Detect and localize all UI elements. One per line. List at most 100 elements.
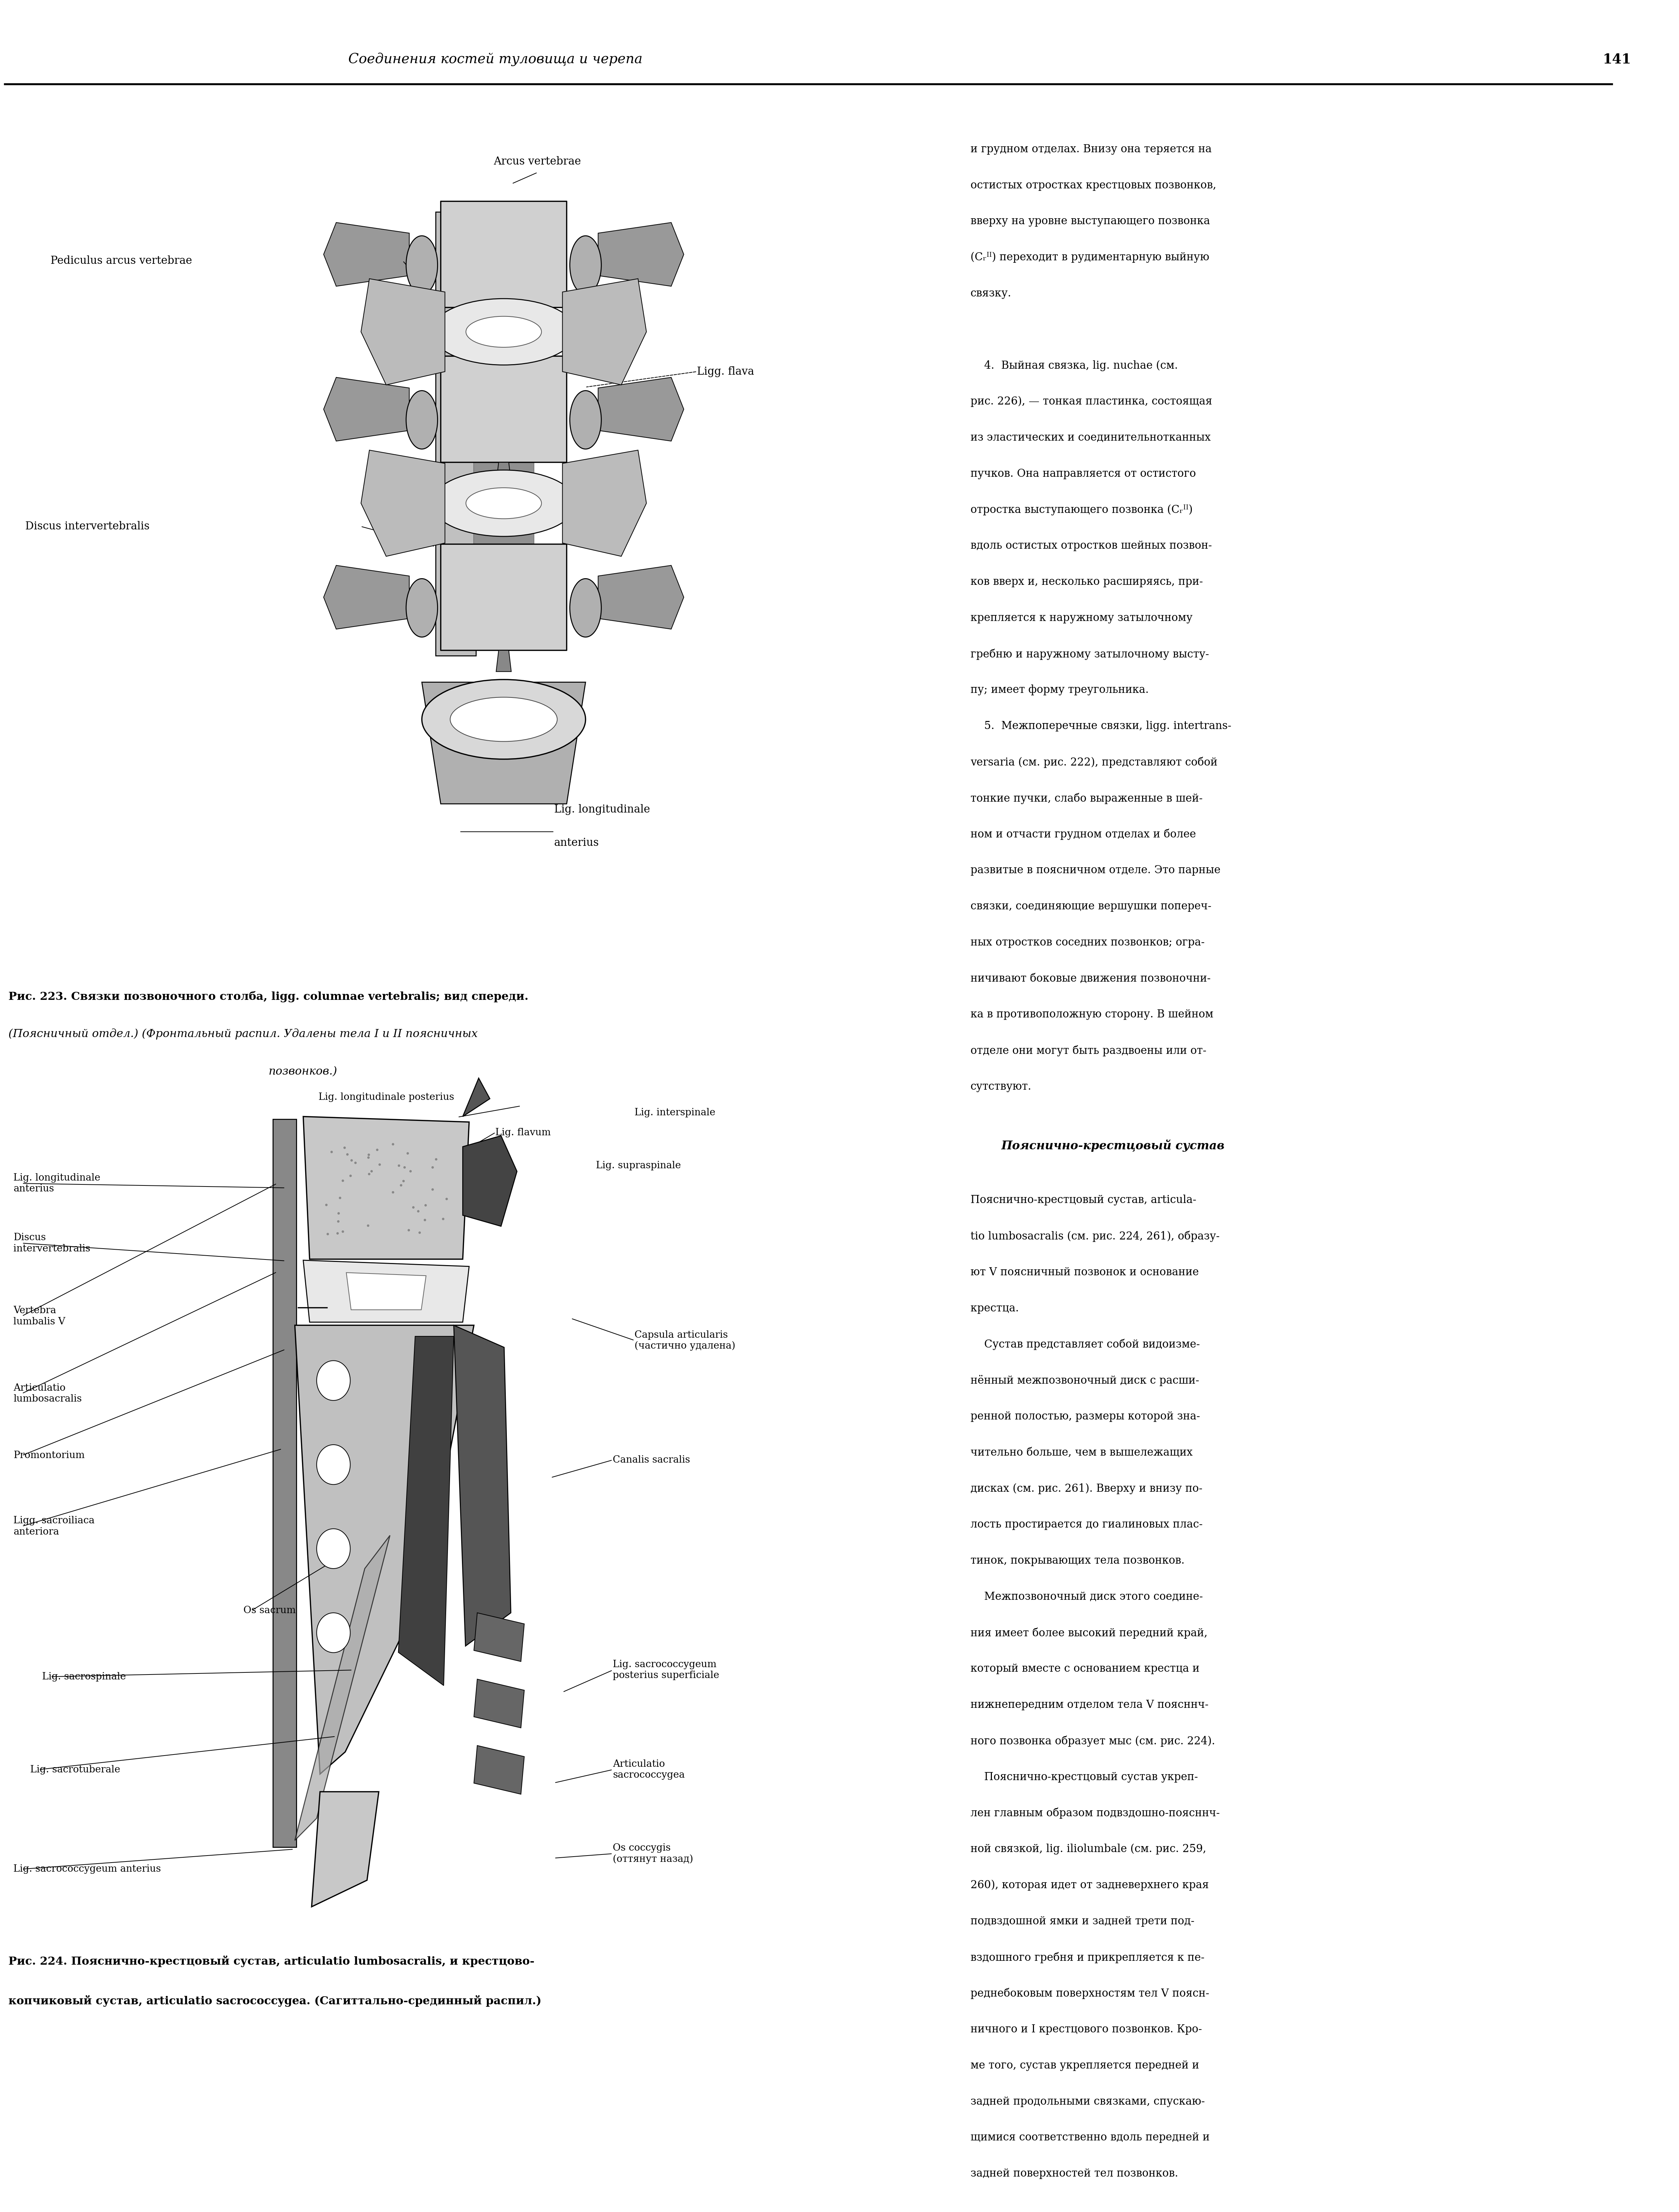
Text: связку.: связку. [970, 288, 1011, 299]
Polygon shape [562, 451, 646, 557]
Text: реднебоковым поверхностям тел V поясн-: реднебоковым поверхностям тел V поясн- [970, 1989, 1209, 2000]
Text: 141: 141 [1603, 53, 1630, 66]
Text: Articulatio
lumbosacralis: Articulatio lumbosacralis [13, 1382, 82, 1405]
Polygon shape [324, 223, 410, 285]
Text: Межпозвоночный диск этого соедине-: Межпозвоночный диск этого соедине- [970, 1590, 1202, 1601]
Text: ка в противоположную сторону. В шейном: ка в противоположную сторону. В шейном [970, 1009, 1214, 1020]
Ellipse shape [317, 1613, 351, 1652]
FancyBboxPatch shape [440, 356, 568, 462]
Polygon shape [453, 1325, 510, 1646]
Text: связки, соединяющие вершушки попереч-: связки, соединяющие вершушки попереч- [970, 900, 1211, 911]
Text: гребню и наружному затылочному высту-: гребню и наружному затылочному высту- [970, 648, 1209, 659]
Text: отростка выступающего позвонка (Сᵣᴵᴵ): отростка выступающего позвонка (Сᵣᴵᴵ) [970, 504, 1192, 515]
Ellipse shape [465, 489, 541, 520]
Text: ничивают боковые движения позвоночни-: ничивают боковые движения позвоночни- [970, 973, 1211, 984]
Text: из эластических и соединительнотканных: из эластических и соединительнотканных [970, 431, 1211, 442]
Ellipse shape [317, 1360, 351, 1400]
Ellipse shape [432, 471, 576, 538]
Text: и грудном отделах. Внизу она теряется на: и грудном отделах. Внизу она теряется на [970, 144, 1212, 155]
Text: Pediculus arcus vertebrae: Pediculus arcus vertebrae [50, 257, 191, 265]
Text: Соединения костей туловища и черепа: Соединения костей туловища и черепа [348, 53, 643, 66]
Polygon shape [361, 279, 445, 385]
Text: развитые в поясничном отделе. Это парные: развитые в поясничном отделе. Это парные [970, 865, 1221, 876]
Text: Lig. supraspinale: Lig. supraspinale [596, 1161, 682, 1170]
Ellipse shape [406, 237, 438, 294]
Polygon shape [463, 1135, 517, 1225]
Polygon shape [398, 1336, 453, 1686]
Text: Рис. 224. Пояснично-крестцовый сустав, articulatio lumbosacralis, и крестцово-: Рис. 224. Пояснично-крестцовый сустав, a… [8, 1955, 534, 1966]
Polygon shape [497, 650, 510, 672]
Text: дисках (см. рис. 261). Вверху и внизу по-: дисках (см. рис. 261). Вверху и внизу по… [970, 1482, 1202, 1493]
Text: Lig. sacrotuberale: Lig. sacrotuberale [30, 1765, 121, 1774]
Text: крепляется к наружному затылочному: крепляется к наружному затылочному [970, 613, 1192, 624]
Polygon shape [473, 1613, 524, 1661]
Text: ния имеет более высокий передний край,: ния имеет более высокий передний край, [970, 1628, 1207, 1639]
Ellipse shape [465, 316, 541, 347]
Text: Os coccygis
(оттянут назад): Os coccygis (оттянут назад) [613, 1843, 693, 1865]
Polygon shape [562, 279, 646, 385]
Ellipse shape [406, 392, 438, 449]
Text: anterius: anterius [554, 838, 599, 847]
Text: Vertebra
lumbalis V: Vertebra lumbalis V [13, 1305, 65, 1327]
Text: Ligg. flava: Ligg. flava [697, 367, 754, 376]
Polygon shape [497, 462, 510, 484]
Text: задней поверхностей тел позвонков.: задней поверхностей тел позвонков. [970, 2168, 1179, 2179]
Text: вверху на уровне выступающего позвонка: вверху на уровне выступающего позвонка [970, 217, 1211, 228]
Polygon shape [296, 1535, 390, 1840]
Polygon shape [598, 223, 683, 285]
Polygon shape [274, 1119, 297, 1847]
Text: пучков. Она направляется от остистого: пучков. Она направляется от остистого [970, 469, 1195, 480]
Text: Discus
intervertebralis: Discus intervertebralis [13, 1232, 91, 1254]
Text: Пояснично-крестцовый сустав, articula-: Пояснично-крестцовый сустав, articula- [970, 1194, 1197, 1206]
Text: Articulatio
sacrococcygea: Articulatio sacrococcygea [613, 1759, 685, 1781]
Text: 4.  Выйная связка, lig. nuchae (см.: 4. Выйная связка, lig. nuchae (см. [970, 361, 1179, 372]
Ellipse shape [569, 237, 601, 294]
Text: Пояснично-крестцовый сустав: Пояснично-крестцовый сустав [1001, 1139, 1226, 1152]
Polygon shape [361, 451, 445, 557]
Text: крестца.: крестца. [970, 1303, 1019, 1314]
Text: Сустав представляет собой видоизме-: Сустав представляет собой видоизме- [970, 1338, 1200, 1349]
Text: ничного и I крестцового позвонков. Кро-: ничного и I крестцового позвонков. Кро- [970, 2024, 1202, 2035]
Polygon shape [437, 212, 477, 655]
Text: вздошного гребня и прикрепляется к пе-: вздошного гребня и прикрепляется к пе- [970, 1951, 1204, 1962]
Text: задней продольными связками, спускаю-: задней продольными связками, спускаю- [970, 2097, 1206, 2108]
Text: копчиковый сустав, articulatio sacrococcygea. (Сагиттально-срединный распил.): копчиковый сустав, articulatio sacrococc… [8, 1995, 541, 2006]
FancyBboxPatch shape [440, 201, 568, 307]
Text: Lig. longitudinale
anterius: Lig. longitudinale anterius [13, 1172, 101, 1194]
Text: versaria (см. рис. 222), представляют собой: versaria (см. рис. 222), представляют со… [970, 757, 1217, 768]
Polygon shape [304, 1117, 468, 1259]
Text: нённый межпозвоночный диск с расши-: нённый межпозвоночный диск с расши- [970, 1376, 1199, 1387]
Text: тинок, покрывающих тела позвонков.: тинок, покрывающих тела позвонков. [970, 1555, 1185, 1566]
Text: Capsula articularis
(частично удалена): Capsula articularis (частично удалена) [635, 1329, 735, 1352]
Text: отделе они могут быть раздвоены или от-: отделе они могут быть раздвоены или от- [970, 1044, 1207, 1057]
Polygon shape [598, 378, 683, 440]
Text: чительно больше, чем в вышележащих: чительно больше, чем в вышележащих [970, 1447, 1192, 1458]
Text: Arcus vertebrae: Arcus vertebrae [494, 157, 581, 166]
Polygon shape [473, 307, 534, 544]
Text: Lig. sacrospinale: Lig. sacrospinale [42, 1672, 126, 1681]
Text: который вместе с основанием крестца и: который вместе с основанием крестца и [970, 1663, 1199, 1674]
Text: (Сᵣᴵᴵ) переходит в рудиментарную выйную: (Сᵣᴵᴵ) переходит в рудиментарную выйную [970, 252, 1209, 263]
Text: Lig. longitudinale posterius: Lig. longitudinale posterius [319, 1093, 453, 1102]
Text: ют V поясничный позвонок и основание: ют V поясничный позвонок и основание [970, 1267, 1199, 1279]
Polygon shape [421, 681, 586, 803]
Text: Promontorium: Promontorium [13, 1451, 86, 1460]
Text: Lig. sacrococcygeum anterius: Lig. sacrococcygeum anterius [13, 1865, 161, 1874]
FancyBboxPatch shape [440, 544, 568, 650]
Text: Canalis sacralis: Canalis sacralis [613, 1455, 690, 1464]
Polygon shape [304, 1261, 468, 1323]
Text: ме того, сустав укрепляется передней и: ме того, сустав укрепляется передней и [970, 2059, 1199, 2070]
Ellipse shape [421, 679, 586, 759]
Ellipse shape [569, 580, 601, 637]
Text: ренной полостью, размеры которой зна-: ренной полостью, размеры которой зна- [970, 1411, 1200, 1422]
Polygon shape [312, 1792, 379, 1907]
Ellipse shape [406, 580, 438, 637]
Text: Рис. 223. Связки позвоночного столба, ligg. columnae vertebralis; вид спереди.: Рис. 223. Связки позвоночного столба, li… [8, 991, 529, 1002]
Text: пу; имеет форму треугольника.: пу; имеет форму треугольника. [970, 684, 1148, 695]
Text: 260), которая идет от задневерхнего края: 260), которая идет от задневерхнего края [970, 1880, 1209, 1891]
Polygon shape [324, 566, 410, 628]
Text: позвонков.): позвонков.) [269, 1066, 337, 1077]
Ellipse shape [432, 299, 576, 365]
Text: 5.  Межпоперечные связки, ligg. intertrans-: 5. Межпоперечные связки, ligg. intertran… [970, 721, 1231, 732]
Polygon shape [473, 1679, 524, 1728]
